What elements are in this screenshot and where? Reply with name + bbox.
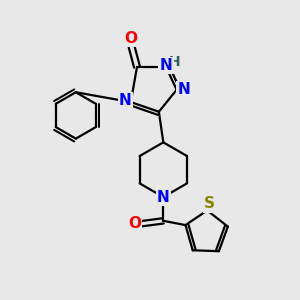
Text: N: N [157,190,170,205]
Text: O: O [124,31,138,46]
Text: N: N [178,82,190,97]
Text: N: N [119,93,132,108]
Text: S: S [204,196,215,211]
Text: O: O [128,216,141,231]
Text: N: N [160,58,172,73]
Text: H: H [169,55,180,68]
